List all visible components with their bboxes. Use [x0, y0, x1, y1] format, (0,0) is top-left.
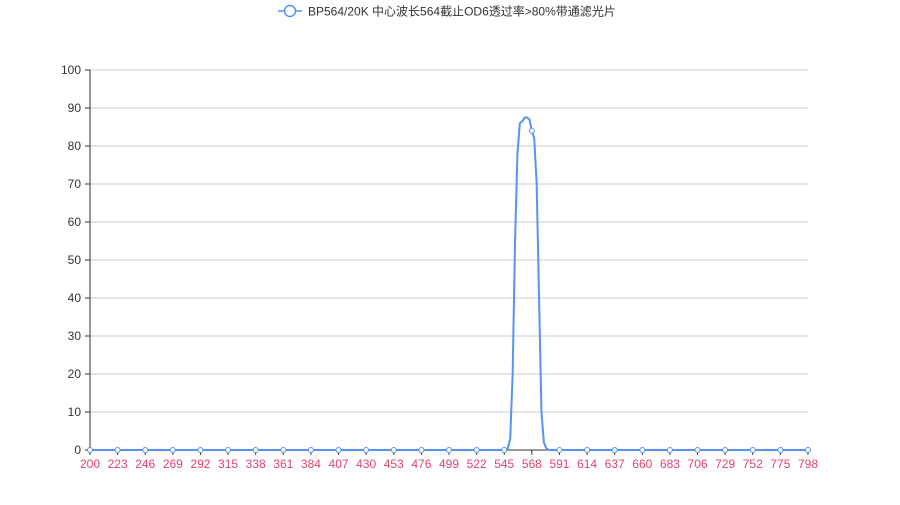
grid-lines	[90, 69, 808, 413]
x-tick-label: 269	[163, 457, 183, 471]
y-tick-label: 70	[68, 177, 82, 191]
data-point[interactable]	[390, 447, 397, 453]
x-tick-label: 407	[329, 457, 349, 471]
data-point[interactable]	[639, 447, 646, 453]
x-tick-label: 315	[218, 457, 238, 471]
x-tick-label: 683	[660, 457, 680, 471]
data-point[interactable]	[197, 447, 204, 453]
y-tick-label: 0	[74, 443, 81, 457]
y-tick-label: 30	[68, 329, 82, 343]
x-tick-label: 775	[770, 457, 790, 471]
x-tick-label: 476	[411, 457, 431, 471]
x-tick-label: 499	[439, 457, 459, 471]
data-point[interactable]	[280, 447, 287, 453]
data-point[interactable]	[528, 127, 535, 134]
x-tick-label: 384	[301, 457, 321, 471]
x-tick-label: 200	[80, 457, 100, 471]
chart-axes: 0 10 20 30 40 50 60 70 80 90 100 200 223 246 269 292 315…	[61, 63, 818, 471]
data-point[interactable]	[335, 447, 342, 453]
data-point[interactable]	[363, 447, 370, 453]
y-tick-label: 100	[61, 63, 81, 77]
data-point[interactable]	[501, 447, 508, 453]
x-tick-label: 568	[522, 457, 542, 471]
x-tick-label: 453	[384, 457, 404, 471]
x-tick-label: 430	[356, 457, 376, 471]
x-tick-label: 545	[494, 457, 514, 471]
data-point[interactable]	[473, 447, 480, 453]
data-point[interactable]	[556, 447, 563, 453]
series-line[interactable]	[90, 116, 808, 451]
y-tick-label: 80	[68, 139, 82, 153]
y-tick-label: 20	[68, 367, 82, 381]
y-tick-label: 50	[68, 253, 82, 267]
x-tick-label: 591	[549, 457, 569, 471]
x-tick-label: 292	[190, 457, 210, 471]
data-point[interactable]	[169, 447, 176, 453]
x-tick-label: 798	[798, 457, 818, 471]
legend-label[interactable]: BP564/20K 中心波长564截止OD6透过率>80%带通滤光片	[308, 4, 616, 19]
x-tick-label: 660	[632, 457, 652, 471]
data-point[interactable]	[611, 447, 618, 453]
data-point[interactable]	[87, 447, 93, 453]
data-point[interactable]	[252, 447, 259, 453]
x-tick-label: 614	[577, 457, 597, 471]
data-point[interactable]	[114, 447, 121, 453]
x-tick-label: 706	[688, 457, 708, 471]
data-point[interactable]	[584, 447, 591, 453]
data-point[interactable]	[694, 447, 701, 453]
x-tick-label: 246	[135, 457, 155, 471]
x-tick-label: 752	[743, 457, 763, 471]
data-point[interactable]	[307, 447, 314, 453]
data-point[interactable]	[142, 447, 149, 453]
chart-legend[interactable]: BP564/20K 中心波长564截止OD6透过率>80%带通滤光片	[278, 4, 616, 19]
x-tick-label: 361	[273, 457, 293, 471]
data-point[interactable]	[805, 447, 811, 453]
x-tick-label: 338	[246, 457, 266, 471]
y-tick-label: 90	[68, 101, 82, 115]
data-point[interactable]	[749, 447, 756, 453]
data-point[interactable]	[666, 447, 673, 453]
data-point[interactable]	[722, 447, 729, 453]
y-tick-label: 40	[68, 291, 82, 305]
data-point[interactable]	[225, 447, 232, 453]
x-tick-label: 637	[605, 457, 625, 471]
data-point[interactable]	[446, 447, 452, 453]
x-tick-label: 223	[108, 457, 128, 471]
legend-marker-icon	[283, 4, 297, 18]
data-point[interactable]	[777, 447, 784, 453]
x-tick-label: 729	[715, 457, 735, 471]
x-tick-label: 522	[467, 457, 487, 471]
series-layer	[87, 116, 811, 453]
y-tick-label: 10	[68, 405, 82, 419]
y-tick-label: 60	[68, 215, 82, 229]
data-point[interactable]	[418, 447, 425, 453]
